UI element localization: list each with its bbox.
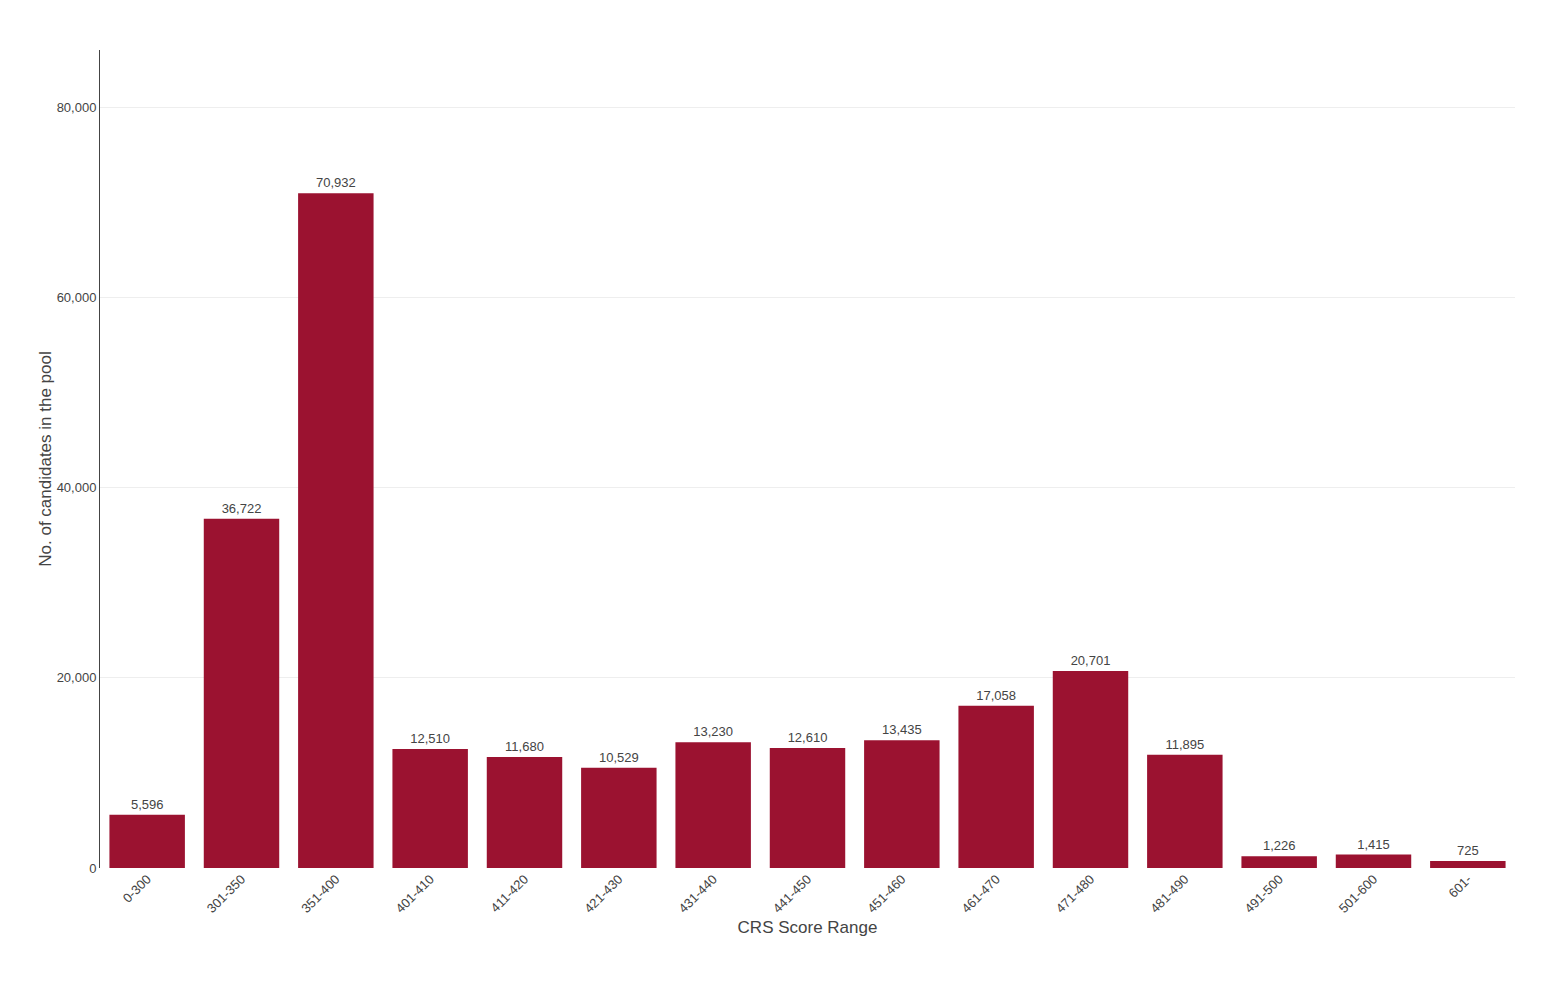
svg-text:20,701: 20,701 [1071,653,1111,668]
svg-text:0: 0 [89,861,96,876]
svg-text:1,415: 1,415 [1357,837,1390,852]
svg-text:481-490: 481-490 [1147,872,1191,916]
svg-text:17,058: 17,058 [976,688,1016,703]
svg-text:13,230: 13,230 [693,724,733,739]
svg-text:411-420: 411-420 [488,872,532,916]
svg-text:10,529: 10,529 [599,750,639,765]
svg-text:CRS Score Range: CRS Score Range [738,918,878,937]
svg-text:5,596: 5,596 [131,797,164,812]
svg-text:441-450: 441-450 [770,872,814,916]
svg-text:70,932: 70,932 [316,175,356,190]
svg-text:36,722: 36,722 [222,501,262,516]
svg-text:40,000: 40,000 [57,480,97,495]
svg-text:12,610: 12,610 [788,730,828,745]
svg-text:431-440: 431-440 [676,872,720,916]
svg-text:601-: 601- [1446,872,1475,901]
svg-text:No. of candidates in the pool: No. of candidates in the pool [36,351,55,566]
svg-text:301-350: 301-350 [204,872,248,916]
svg-text:471-480: 471-480 [1053,872,1097,916]
svg-text:501-600: 501-600 [1336,872,1380,916]
svg-text:401-410: 401-410 [393,872,437,916]
svg-text:12,510: 12,510 [410,731,450,746]
svg-text:491-500: 491-500 [1242,872,1286,916]
svg-text:1,226: 1,226 [1263,838,1296,853]
svg-text:13,435: 13,435 [882,722,922,737]
svg-text:725: 725 [1457,843,1479,858]
svg-text:20,000: 20,000 [57,670,97,685]
svg-text:421-430: 421-430 [581,872,625,916]
svg-text:60,000: 60,000 [57,290,97,305]
svg-text:11,680: 11,680 [505,739,544,754]
svg-text:11,895: 11,895 [1165,737,1204,752]
svg-text:451-460: 451-460 [864,872,908,916]
svg-text:80,000: 80,000 [57,100,97,115]
svg-text:461-470: 461-470 [959,872,1003,916]
svg-text:351-400: 351-400 [298,872,342,916]
svg-text:0-300: 0-300 [120,872,154,906]
